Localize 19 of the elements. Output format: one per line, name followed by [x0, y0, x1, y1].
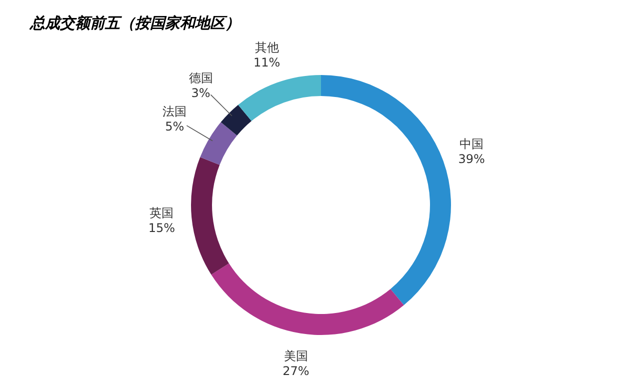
slice-label: 其他 [254, 40, 279, 54]
slice-label: 法国 [162, 104, 187, 118]
data-label: 27% [282, 364, 310, 378]
data-label: 5% [165, 119, 184, 134]
donut-slice [238, 75, 321, 122]
slice-label: 中国 [460, 136, 484, 151]
donut-slice [220, 104, 252, 136]
data-label: 15% [148, 221, 176, 236]
chart-title: 总成交额前五（按国家和地区） [29, 14, 240, 32]
slice-label: 英国 [150, 206, 174, 220]
slice-label: 德国 [188, 70, 213, 85]
donut-slice [200, 122, 238, 165]
data-label: 39% [458, 152, 485, 166]
donut-slice [321, 75, 451, 306]
donut-slice [191, 157, 229, 275]
data-label: 11% [253, 55, 280, 70]
slice-label: 美国 [284, 349, 308, 364]
donut-slice [211, 263, 404, 335]
data-label: 3% [191, 86, 210, 100]
